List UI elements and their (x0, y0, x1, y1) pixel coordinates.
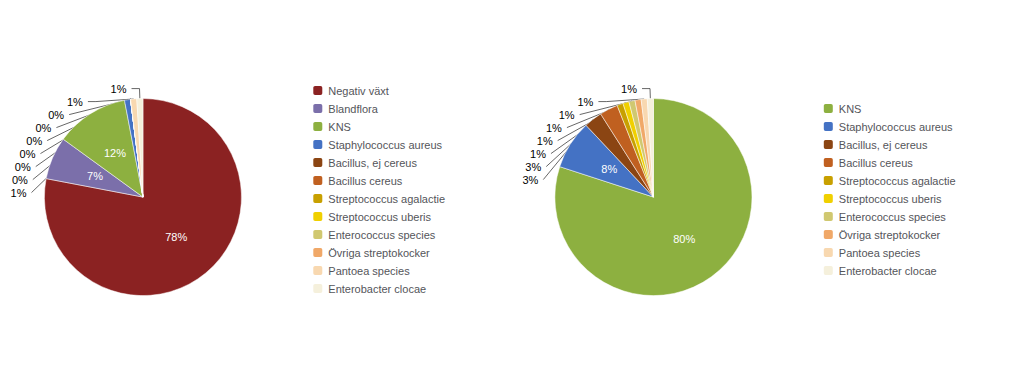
svg-text:1%: 1% (11, 187, 27, 199)
svg-text:0%: 0% (36, 122, 52, 134)
svg-text:Streptococcus agalactie: Streptococcus agalactie (328, 193, 445, 205)
svg-text:Staphylococcus aureus: Staphylococcus aureus (839, 121, 953, 133)
svg-text:12%: 12% (104, 147, 126, 159)
svg-text:1%: 1% (537, 135, 553, 147)
svg-text:Bacillus, ej cereus: Bacillus, ej cereus (839, 139, 928, 151)
svg-text:Bacillus cereus: Bacillus cereus (328, 175, 402, 187)
svg-text:1%: 1% (577, 96, 593, 108)
svg-text:Blandflora: Blandflora (328, 103, 378, 115)
svg-text:3%: 3% (525, 161, 541, 173)
svg-text:1%: 1% (67, 96, 83, 108)
svg-text:KNS: KNS (328, 121, 351, 133)
svg-text:Bacillus cereus: Bacillus cereus (839, 157, 913, 169)
svg-text:0%: 0% (12, 174, 28, 186)
svg-text:0%: 0% (26, 135, 42, 147)
svg-text:Streptococcus uberis: Streptococcus uberis (328, 211, 431, 223)
svg-text:Enterococcus species: Enterococcus species (839, 211, 946, 223)
svg-text:Övriga streptokocker: Övriga streptokocker (839, 229, 941, 241)
svg-text:Övriga streptokocker: Övriga streptokocker (328, 247, 430, 259)
svg-text:7%: 7% (87, 170, 103, 182)
svg-text:0%: 0% (15, 161, 31, 173)
svg-text:1%: 1% (111, 83, 127, 95)
svg-text:1%: 1% (559, 109, 575, 121)
svg-text:1%: 1% (621, 83, 637, 95)
svg-text:Staphylococcus aureus: Staphylococcus aureus (328, 139, 442, 151)
svg-text:0%: 0% (48, 109, 64, 121)
svg-text:Enterococcus species: Enterococcus species (328, 229, 435, 241)
svg-text:Enterobacter clocae: Enterobacter clocae (839, 265, 937, 277)
svg-text:78%: 78% (165, 231, 187, 243)
svg-text:1%: 1% (546, 122, 562, 134)
svg-text:80%: 80% (673, 233, 695, 245)
svg-text:Bacillus, ej cereus: Bacillus, ej cereus (328, 157, 417, 169)
svg-text:Pantoea species: Pantoea species (328, 265, 410, 277)
svg-text:3%: 3% (522, 174, 538, 186)
svg-text:KNS: KNS (839, 103, 862, 115)
svg-text:8%: 8% (601, 163, 617, 175)
svg-text:1%: 1% (530, 148, 546, 160)
svg-text:Pantoea species: Pantoea species (839, 247, 921, 259)
svg-text:Negativ växt: Negativ växt (328, 85, 389, 97)
svg-text:Enterobacter clocae: Enterobacter clocae (328, 283, 426, 295)
svg-text:Streptococcus uberis: Streptococcus uberis (839, 193, 942, 205)
svg-text:0%: 0% (20, 148, 36, 160)
svg-text:Streptococcus agalactie: Streptococcus agalactie (839, 175, 956, 187)
